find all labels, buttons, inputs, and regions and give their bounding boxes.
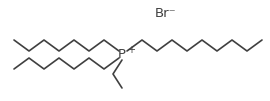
Text: P: P: [118, 47, 126, 60]
Text: Br⁻: Br⁻: [155, 7, 177, 20]
Text: +: +: [127, 45, 135, 55]
